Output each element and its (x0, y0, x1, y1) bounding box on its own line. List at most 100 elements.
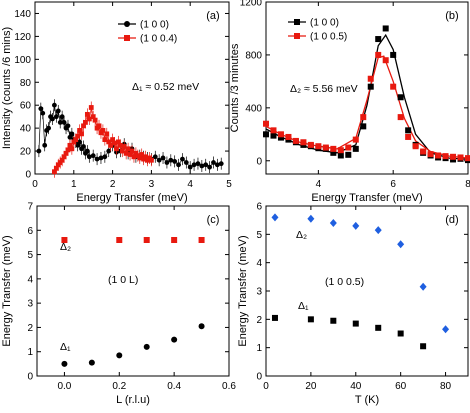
data-point (83, 120, 88, 125)
panel-label: (d) (445, 214, 458, 226)
data-point (442, 325, 450, 334)
data-point (69, 146, 75, 152)
data-point (345, 144, 352, 151)
data-point (57, 120, 63, 125)
data-point (214, 162, 220, 168)
x-tick-label: 40 (350, 381, 362, 392)
legend-label: (1 0 0) (140, 20, 169, 31)
data-point (329, 219, 337, 227)
x-tick-label: 1 (71, 179, 77, 190)
data-point (86, 116, 92, 122)
x-tick-label: 80 (440, 381, 452, 392)
data-point (61, 237, 68, 243)
data-point (198, 323, 205, 330)
data-point (46, 125, 51, 131)
data-point (108, 142, 114, 148)
data-point (271, 213, 279, 222)
legend-label: (1 0 0.4) (140, 34, 177, 45)
data-point (367, 83, 374, 90)
data-point (360, 114, 367, 121)
y-tick-label: 0 (25, 170, 31, 181)
x-axis-label: T (K) (355, 394, 379, 406)
data-point (405, 133, 412, 140)
data-point (121, 144, 127, 149)
y-tick-label: 0 (256, 156, 262, 167)
y-tick-label: 0 (256, 372, 262, 383)
data-point (143, 237, 150, 243)
data-point (112, 140, 117, 146)
data-point (277, 134, 284, 141)
gap-annotation: Δ₂ ≈ 5.56 meV (290, 83, 358, 95)
data-point (198, 237, 205, 243)
data-point (143, 343, 150, 350)
data-point (55, 108, 61, 114)
data-point (38, 106, 44, 112)
y-tick-label: 1200 (240, 0, 263, 9)
data-point (390, 51, 397, 58)
x-tick-label: 0.6 (222, 381, 236, 392)
data-point (292, 137, 299, 144)
data-point (195, 161, 201, 167)
data-point (119, 148, 125, 154)
x-tick-label: 8 (465, 179, 470, 190)
delta2-label: Δ₂ (296, 229, 307, 241)
y-tick-label: 6 (256, 202, 262, 213)
data-point (382, 57, 389, 64)
data-point (375, 324, 382, 331)
data-point (114, 146, 119, 152)
data-point (88, 359, 95, 366)
data-point (397, 330, 404, 337)
data-point (419, 282, 427, 291)
legend-label: (1 0 0) (310, 18, 339, 29)
data-point (180, 156, 185, 162)
data-point (73, 137, 79, 142)
data-point (352, 320, 359, 327)
data-point (116, 139, 121, 145)
x-tick-label: 0.0 (57, 381, 71, 392)
panel-label: (a) (206, 10, 219, 22)
data-point (52, 169, 57, 175)
data-point (164, 160, 170, 165)
y-tick-label: 5 (256, 230, 262, 241)
data-point (263, 131, 269, 138)
data-point (390, 83, 397, 90)
data-point (330, 149, 337, 156)
data-point (285, 133, 292, 140)
data-point (50, 116, 55, 122)
plot-frame (34, 1, 230, 175)
data-point (36, 148, 42, 154)
data-point (53, 114, 59, 120)
data-point (88, 105, 94, 110)
data-point (100, 128, 106, 133)
data-point (160, 155, 166, 161)
data-point (397, 94, 404, 101)
data-point (127, 152, 133, 157)
y-tick-label: 3 (27, 299, 33, 310)
data-point (116, 352, 123, 359)
data-point (367, 75, 374, 82)
x-tick-label: 6 (390, 179, 396, 190)
y-tick-label: 1 (27, 347, 33, 358)
data-point (86, 154, 92, 160)
panel-label: (b) (445, 10, 458, 22)
data-point (271, 314, 278, 321)
panel-4: 0 20 40 60 80 0 1 2 3 4 5 6 T (K) Energy Transfer (me… (237, 202, 469, 406)
data-point (171, 336, 178, 343)
x-tick-label: 0 (263, 381, 269, 392)
data-point (61, 120, 67, 125)
legend-marker (124, 35, 130, 41)
y-tick-label: 7 (27, 202, 33, 213)
data-point (149, 157, 154, 163)
legend-marker (294, 19, 300, 25)
data-point (420, 343, 427, 350)
delta1-label: Δ₁ (60, 341, 71, 353)
x-tick-label: 60 (395, 381, 407, 392)
data-point (102, 154, 108, 160)
data-point (337, 147, 344, 154)
data-point (211, 160, 216, 165)
y-tick-label: 2 (256, 315, 262, 326)
data-point (352, 221, 360, 230)
data-point (307, 214, 315, 223)
data-point (77, 128, 83, 133)
data-point (176, 162, 181, 168)
